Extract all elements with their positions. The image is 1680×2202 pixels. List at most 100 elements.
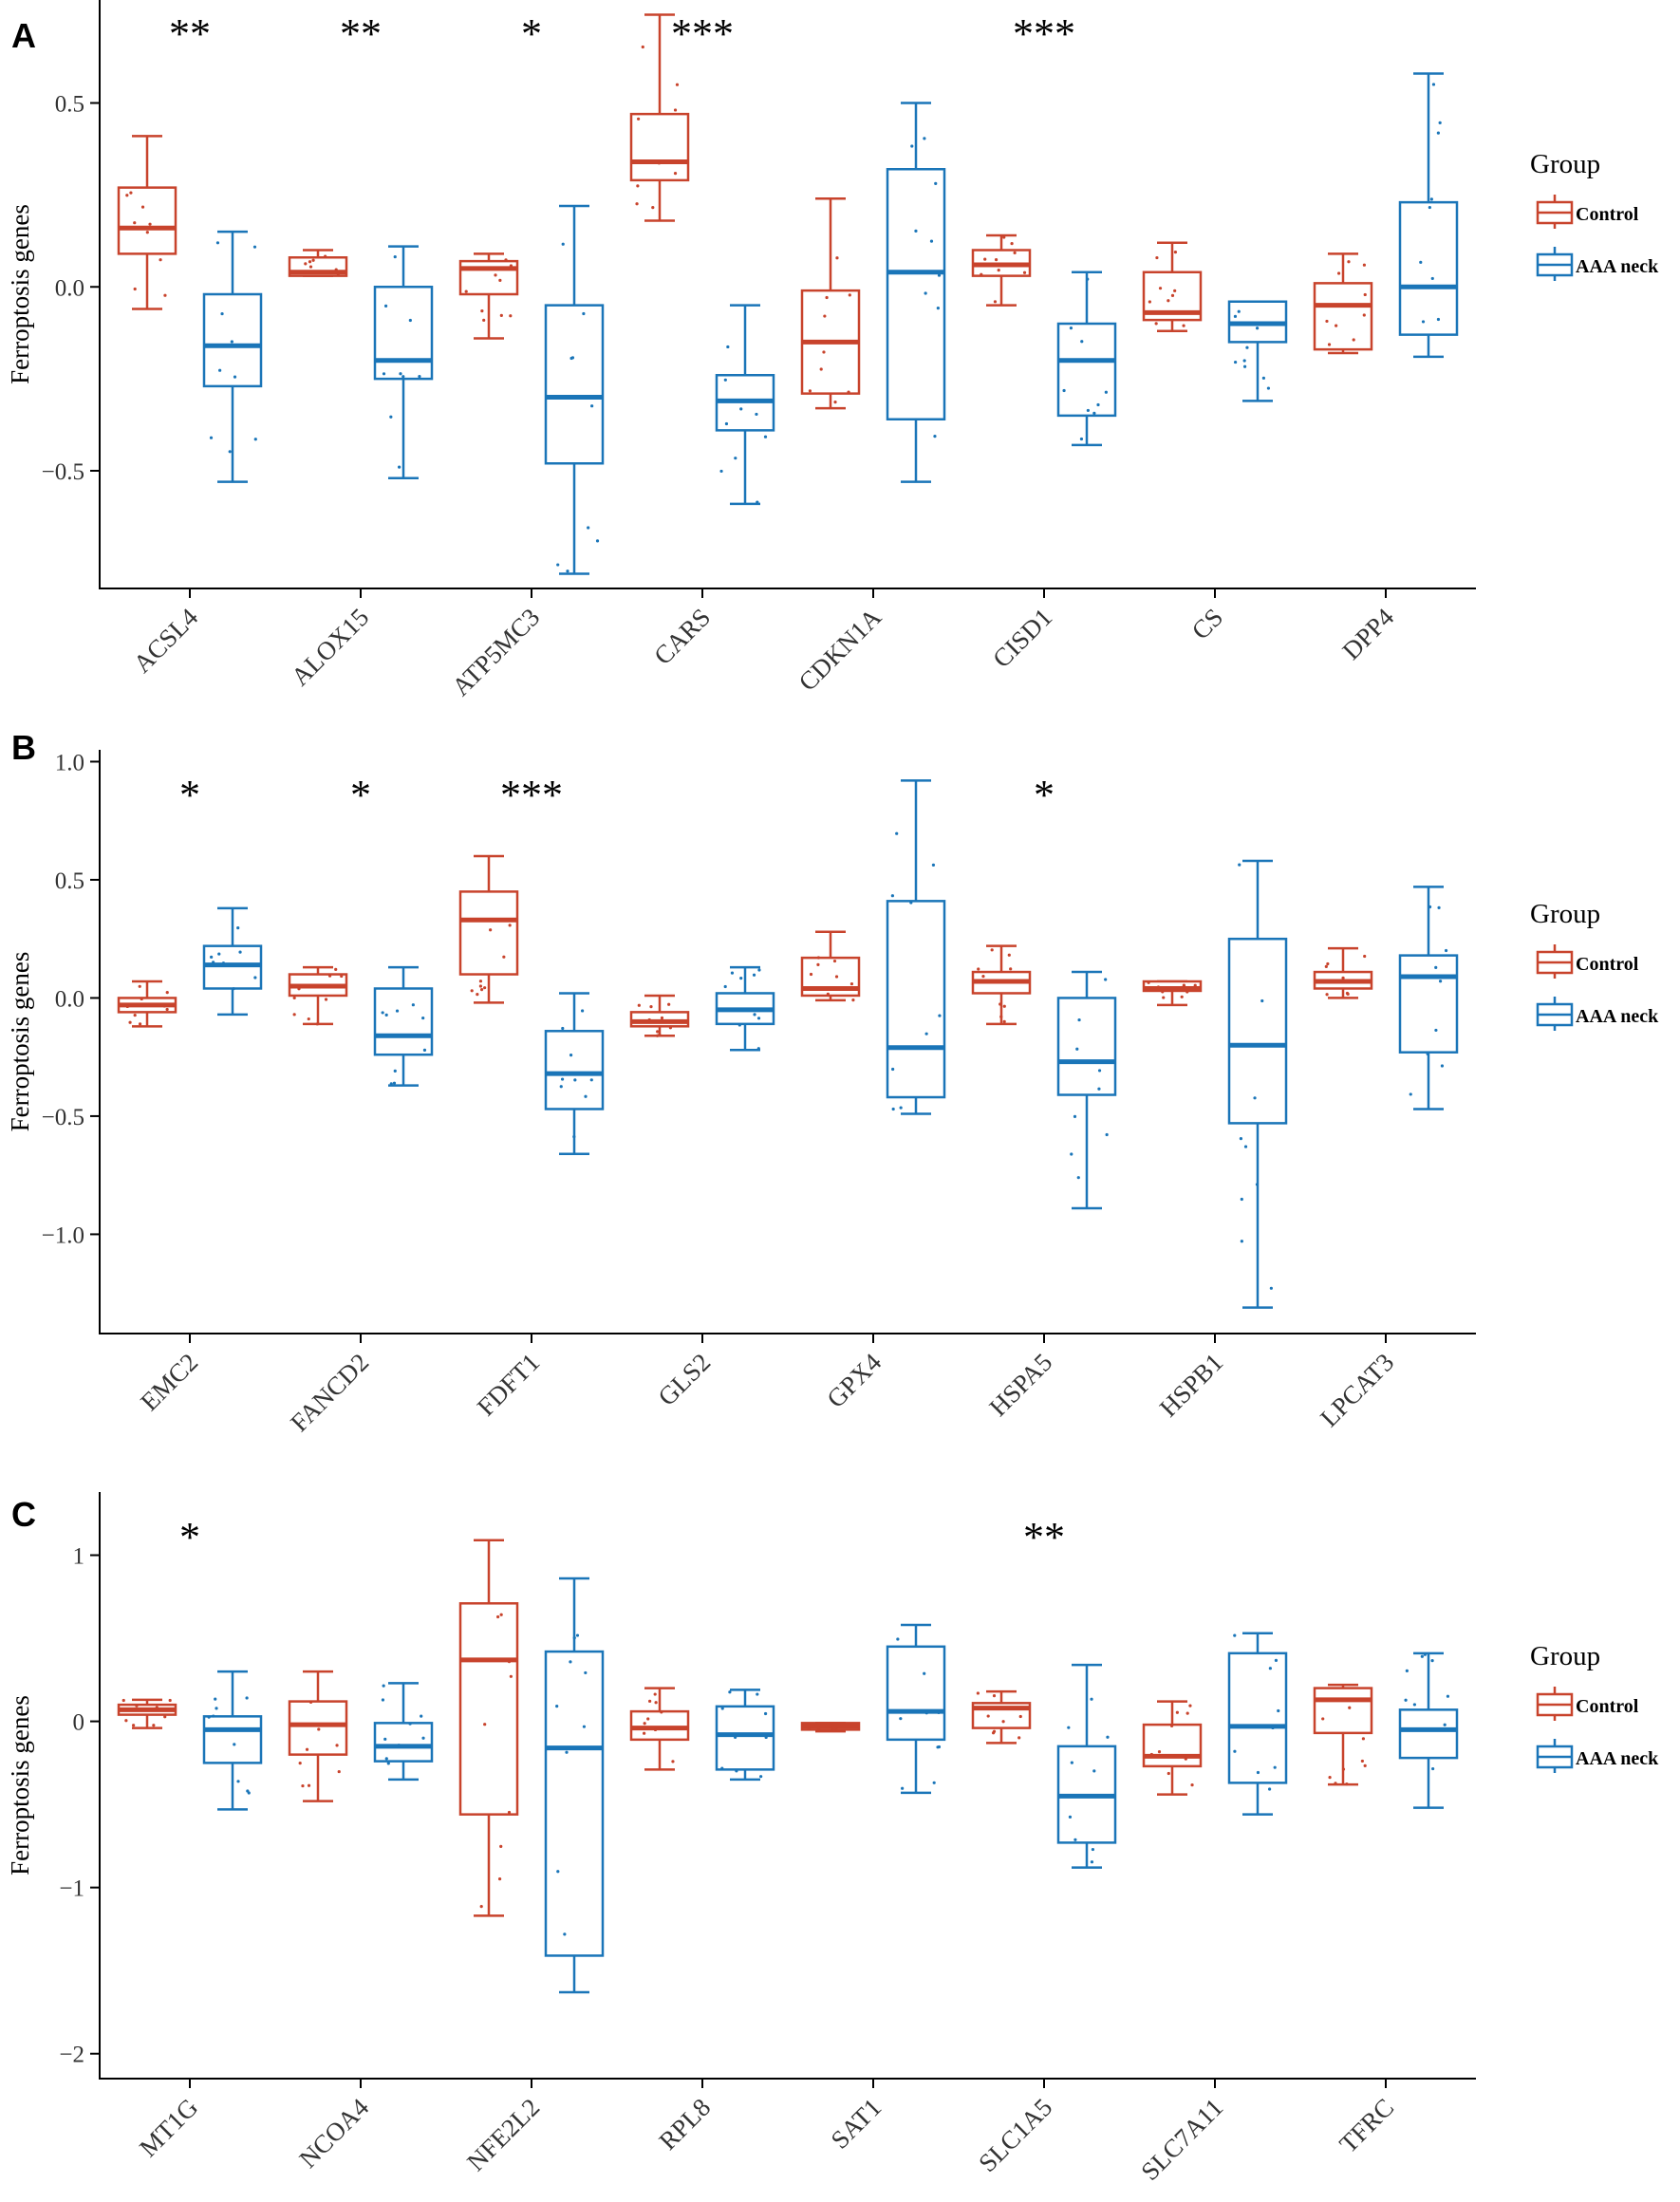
- control-box-emc2: [117, 980, 177, 1028]
- sample-point: [478, 984, 483, 988]
- sample-point: [1170, 293, 1175, 297]
- sample-point: [1013, 251, 1017, 254]
- iqr-box: [1227, 1652, 1288, 1784]
- significance-label: ***: [1013, 10, 1075, 57]
- sample-point: [559, 1085, 563, 1089]
- iqr-box: [629, 1709, 690, 1742]
- sample-point: [483, 1723, 487, 1726]
- sample-point: [389, 1082, 393, 1086]
- sample-point: [301, 1783, 305, 1788]
- sample-point: [246, 1789, 250, 1793]
- sample-point: [1009, 967, 1013, 971]
- sample-point: [1105, 1132, 1109, 1137]
- sample-point: [209, 436, 214, 439]
- control-box-cars: [629, 13, 690, 222]
- sample-point: [1240, 1197, 1243, 1202]
- sample-point: [1076, 1176, 1080, 1180]
- aaa-neck-box-slc7a11: [1227, 1632, 1288, 1816]
- sample-point: [1363, 292, 1367, 297]
- gene-label-gls2: GLS2: [652, 1348, 716, 1411]
- aaa-neck-box-atp5mc3: [544, 204, 605, 575]
- sample-point: [636, 184, 640, 188]
- sample-point: [1182, 983, 1185, 987]
- sample-point: [165, 991, 169, 995]
- sample-point: [253, 976, 257, 980]
- sample-point: [572, 1635, 576, 1640]
- sample-point: [924, 291, 927, 295]
- sample-point: [1173, 250, 1178, 254]
- sample-point: [756, 1017, 761, 1020]
- sample-point: [336, 271, 340, 276]
- sample-point: [981, 975, 985, 979]
- sample-point: [1363, 1763, 1367, 1767]
- sample-point: [382, 372, 386, 376]
- sample-point: [384, 1757, 388, 1761]
- sample-point: [1154, 322, 1158, 326]
- sample-point: [497, 1877, 502, 1881]
- iqr-box: [202, 292, 263, 388]
- panel-letter-a: A: [11, 16, 36, 55]
- sample-point: [646, 1717, 650, 1721]
- aaa-neck-box-tfrc: [1398, 1652, 1459, 1809]
- sample-point: [1360, 1759, 1364, 1763]
- sample-point: [847, 390, 850, 394]
- sample-point: [1337, 271, 1341, 275]
- panel-letter-b: B: [11, 728, 36, 767]
- sample-point: [232, 987, 235, 991]
- sample-point: [937, 273, 942, 277]
- sample-point: [651, 205, 655, 210]
- aaa-neck-box-fdft1: [544, 992, 605, 1156]
- sample-point: [140, 997, 143, 1001]
- sample-point: [483, 986, 487, 990]
- sample-point: [210, 955, 214, 959]
- aaa-neck-box-dpp4: [1398, 72, 1459, 359]
- sample-point: [1175, 1710, 1179, 1714]
- control-box-dpp4: [1313, 252, 1373, 355]
- significance-label: **: [1023, 1514, 1065, 1560]
- sample-point: [1092, 411, 1096, 415]
- sample-point: [1362, 263, 1366, 267]
- sample-point: [653, 1727, 658, 1732]
- sample-point: [408, 318, 412, 323]
- sample-point: [324, 254, 327, 258]
- aaa-neck-box-lpcat3: [1398, 886, 1459, 1110]
- sample-point: [1434, 965, 1438, 969]
- sample-point: [753, 1013, 756, 1017]
- sample-point: [383, 304, 388, 308]
- sample-point: [589, 1078, 593, 1082]
- sample-point: [315, 1022, 319, 1026]
- sample-point: [937, 1745, 942, 1749]
- iqr-box: [458, 1602, 519, 1816]
- sample-point: [1245, 345, 1249, 349]
- sample-point: [245, 1696, 249, 1700]
- sample-point: [896, 1637, 900, 1641]
- sample-point: [728, 1690, 732, 1694]
- sample-point: [1423, 1652, 1427, 1656]
- sample-point: [499, 1613, 503, 1616]
- sample-point: [1409, 1092, 1412, 1096]
- sample-point: [470, 989, 474, 993]
- sample-point: [383, 1737, 387, 1741]
- sample-point: [397, 1744, 401, 1747]
- sample-point: [133, 221, 137, 225]
- control-box-nfe2l2: [458, 1539, 519, 1917]
- gene-label-slc1a5: SLC1A5: [973, 2093, 1057, 2177]
- sample-point: [1162, 996, 1166, 999]
- sample-point: [1092, 1769, 1096, 1773]
- sample-point: [162, 1004, 166, 1008]
- sample-point: [218, 368, 222, 372]
- sample-point: [311, 258, 315, 262]
- iqr-box: [1313, 282, 1373, 351]
- sample-point: [1067, 1726, 1071, 1729]
- gene-label-emc2: EMC2: [135, 1348, 203, 1416]
- significance-label: *: [179, 772, 200, 818]
- sample-point: [819, 367, 823, 371]
- iqr-box: [886, 900, 946, 1099]
- sample-point: [411, 1003, 415, 1007]
- sample-point: [1188, 1704, 1192, 1707]
- sample-point: [809, 972, 813, 977]
- y-tick-label: 0: [73, 1710, 85, 1736]
- sample-point: [937, 1710, 941, 1714]
- sample-point: [1322, 980, 1326, 983]
- sample-point: [1193, 983, 1197, 987]
